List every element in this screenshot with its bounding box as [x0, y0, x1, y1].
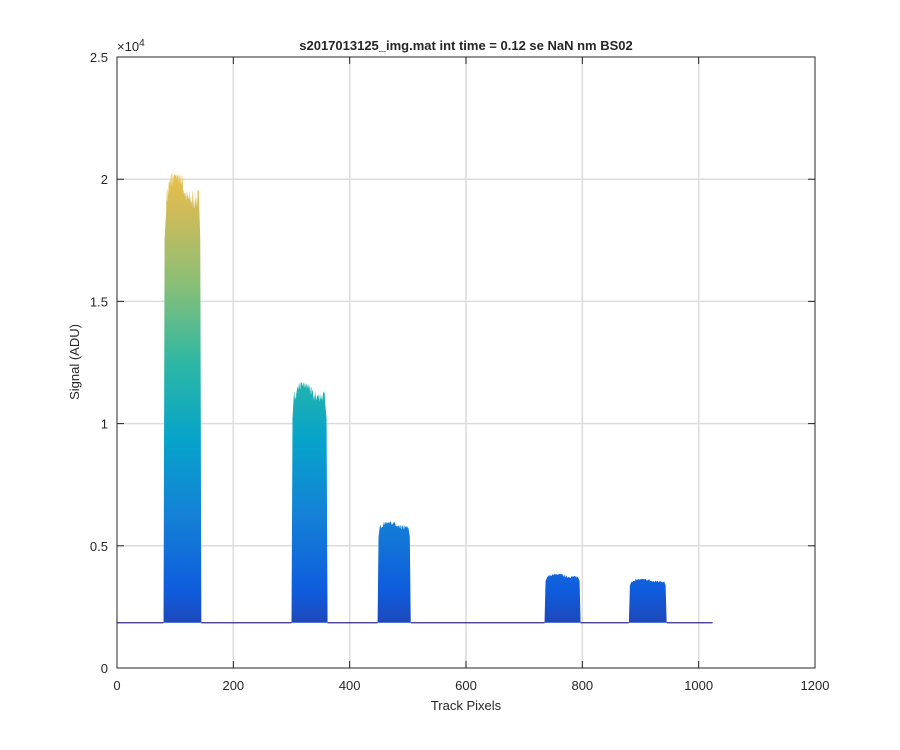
chart-title: s2017013125_img.mat int time = 0.12 se N…: [299, 38, 633, 53]
x-tick-label: 600: [455, 678, 477, 693]
x-axis-label: Track Pixels: [431, 698, 502, 713]
x-tick-label: 800: [571, 678, 593, 693]
peak-3: [377, 521, 411, 623]
axis-ticks: [116, 56, 816, 669]
y-tick-label: 2.5: [90, 50, 108, 65]
peak-4: [544, 573, 581, 623]
y-tick-label: 2: [101, 172, 108, 187]
grid-lines: [117, 57, 815, 668]
signal-series: [117, 171, 713, 624]
peak-1: [163, 171, 202, 623]
y-exponent-label: ×104: [117, 38, 145, 54]
y-tick-label: 1.5: [90, 294, 108, 309]
y-exponent-power: 4: [139, 38, 145, 49]
y-tick-label: 0.5: [90, 539, 108, 554]
x-tick-label: 0: [113, 678, 120, 693]
x-tick-labels: 0 200 400 600 800 1000 1200: [113, 678, 829, 693]
peak-5: [628, 578, 667, 623]
x-tick-label: 400: [339, 678, 361, 693]
x-tick-label: 200: [222, 678, 244, 693]
x-tick-label: 1200: [801, 678, 830, 693]
peak-2: [291, 382, 328, 623]
y-tick-label: 0: [101, 661, 108, 676]
y-axis-label: Signal (ADU): [67, 324, 82, 400]
x-tick-label: 1000: [684, 678, 713, 693]
y-tick-labels: 0 0.5 1 1.5 2 2.5: [90, 50, 108, 676]
y-tick-label: 1: [101, 417, 108, 432]
